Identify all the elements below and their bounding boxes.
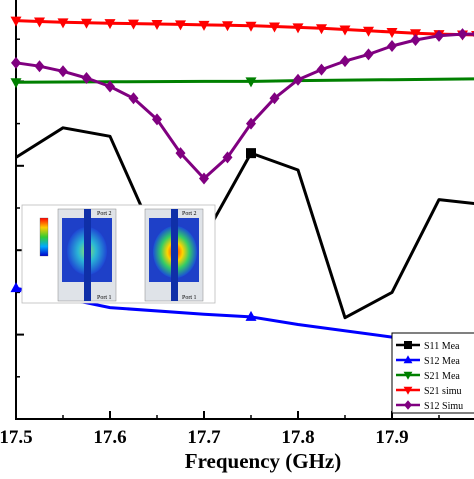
data-point (340, 55, 350, 67)
legend-label: S12 Simu (424, 401, 463, 412)
x-tick-label: 17.9 (375, 427, 408, 448)
data-point (458, 28, 468, 40)
legend-label: S12 Mea (424, 356, 460, 367)
series-s21-mea (11, 77, 474, 88)
data-point (246, 148, 256, 158)
data-point (317, 64, 327, 76)
data-point (387, 40, 397, 52)
inset-panel-1: Port 2 Port 1 (58, 209, 116, 301)
x-axis-ticks: 17.5 17.6 17.7 17.8 17.9 (0, 411, 439, 448)
data-point (364, 48, 374, 60)
legend-label: S11 Mea (424, 341, 460, 352)
inset-port-top-1: Port 2 (97, 211, 112, 217)
legend-marker (404, 341, 412, 349)
x-tick-label: 17.7 (187, 427, 221, 448)
inset-colorbar (40, 218, 48, 256)
inset-port-bottom-1: Port 1 (97, 295, 112, 301)
series-line (16, 34, 474, 178)
x-axis-title: Frequency (GHz) (185, 449, 342, 473)
inset-panel-2: Port 2 Port 1 (145, 209, 203, 301)
inset-field-plot: Port 2 Port 1 Port 2 Port 1 (22, 205, 215, 303)
inset-port-top-2: Port 2 (182, 211, 197, 217)
legend-label: S21 Mea (424, 371, 460, 382)
legend: S11 Mea S12 Mea S21 Mea S21 simu S12 Simu (392, 333, 474, 413)
series-s12-simu (11, 28, 474, 184)
data-point (58, 65, 68, 77)
inset-port-bottom-2: Port 1 (182, 295, 197, 301)
data-point (35, 60, 45, 72)
legend-label: S21 simu (424, 386, 462, 397)
data-point (11, 57, 21, 69)
x-tick-label: 17.6 (93, 427, 126, 448)
series-s21-simu (11, 17, 474, 41)
x-tick-label: 17.8 (281, 427, 314, 448)
x-tick-label: 17.5 (0, 427, 33, 448)
data-point (11, 282, 22, 292)
data-point (411, 34, 421, 46)
